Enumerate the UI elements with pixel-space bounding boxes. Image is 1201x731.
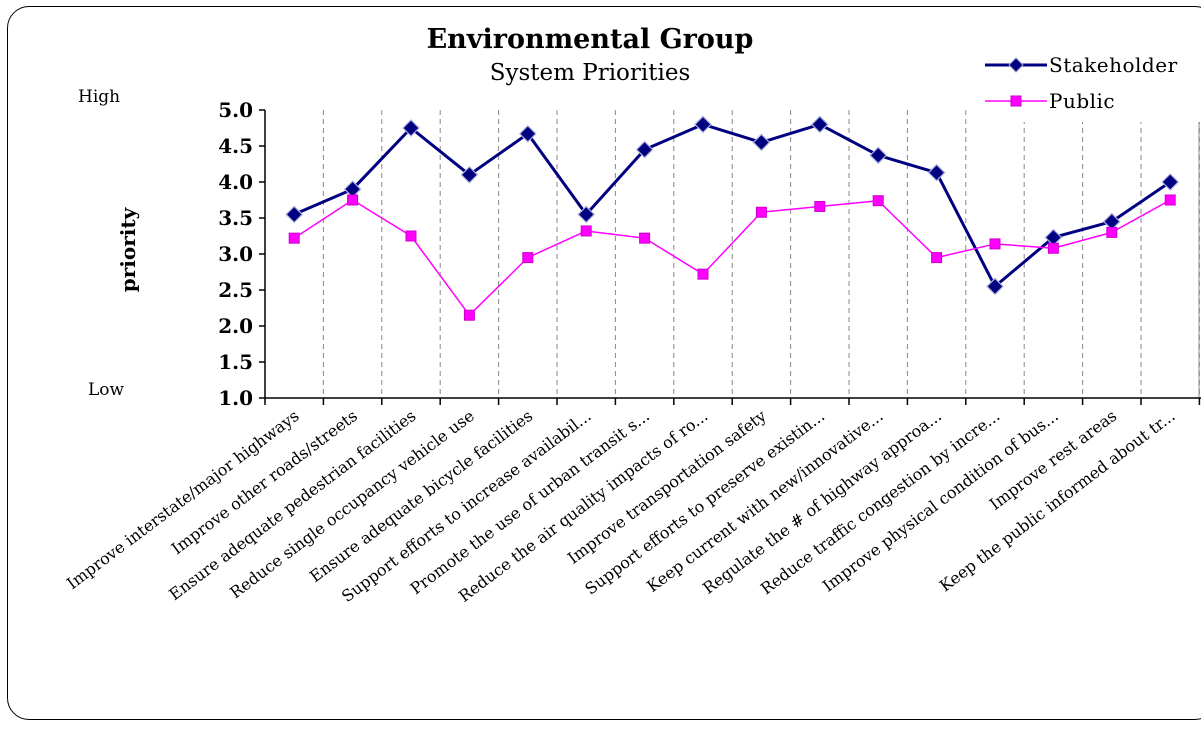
data-point-stakeholder <box>694 115 712 134</box>
series-line-public <box>293 199 1171 316</box>
data-point-stakeholder <box>635 140 654 159</box>
data-point-public <box>347 194 359 206</box>
data-point-public <box>1106 226 1118 238</box>
data-point-stakeholder <box>285 205 304 224</box>
low-label: Low <box>88 380 125 400</box>
data-point-public <box>463 309 475 321</box>
series-line-stakeholder <box>293 122 1172 288</box>
data-point-stakeholder <box>752 133 771 152</box>
y-tick-label: 5.0 <box>218 98 253 122</box>
legend-label-public: Public <box>1049 89 1116 113</box>
data-point-public <box>639 232 651 244</box>
data-point-public <box>755 206 767 218</box>
data-point-public <box>405 230 417 242</box>
data-point-public <box>697 268 709 280</box>
high-label: High <box>78 87 121 107</box>
y-tick-label: 1.5 <box>218 350 253 374</box>
chart-subtitle: System Priorities <box>489 60 691 86</box>
legend-label-stakeholder: Stakeholder <box>1049 53 1178 77</box>
data-point-public <box>1164 194 1176 206</box>
chart-title: Environmental Group <box>426 24 754 55</box>
data-point-public <box>288 232 300 244</box>
legend-item-stakeholder: Stakeholder <box>985 52 1178 78</box>
y-tick-label: 1.0 <box>218 386 253 410</box>
y-tick-label: 4.5 <box>218 134 253 158</box>
data-point-public <box>872 195 884 207</box>
legend-swatch-public <box>985 95 1047 107</box>
data-point-public <box>989 238 1001 250</box>
y-tick-label: 4.0 <box>218 170 253 194</box>
data-point-stakeholder <box>402 119 420 137</box>
data-point-public <box>931 252 943 264</box>
data-point-stakeholder <box>577 205 596 224</box>
data-point-stakeholder <box>986 277 1004 296</box>
y-tick-label: 3.0 <box>218 242 253 266</box>
data-point-public <box>814 200 826 212</box>
data-point-stakeholder <box>518 124 537 143</box>
data-point-stakeholder <box>869 146 888 165</box>
legend-item-public: Public <box>985 88 1115 114</box>
data-point-stakeholder <box>460 165 479 184</box>
data-point-stakeholder <box>1161 173 1180 191</box>
data-point-stakeholder <box>810 115 829 134</box>
legend: Stakeholder Public <box>985 50 1201 122</box>
legend-swatch-stakeholder <box>985 57 1047 73</box>
y-tick-label: 3.5 <box>218 206 253 230</box>
data-point-public <box>1047 242 1059 254</box>
chart-frame <box>7 6 1201 720</box>
y-tick-label: 2.0 <box>218 314 253 338</box>
data-point-public <box>580 225 592 237</box>
y-tick-label: 2.5 <box>218 278 253 302</box>
data-point-stakeholder <box>927 163 946 182</box>
data-point-public <box>522 252 534 264</box>
